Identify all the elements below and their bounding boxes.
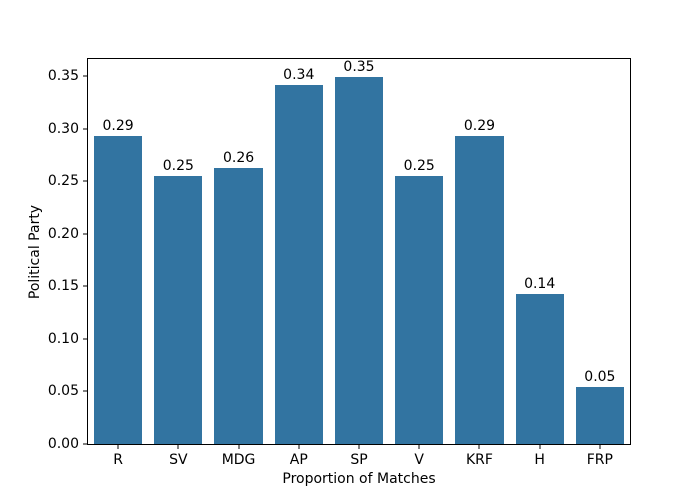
bar-v — [395, 176, 444, 444]
bar-frp — [575, 387, 624, 444]
x-tick-label: SP — [350, 452, 368, 468]
y-tick-mark — [83, 285, 87, 287]
x-tick-mark — [358, 445, 360, 449]
y-tick-mark — [83, 233, 87, 235]
bar-ap — [274, 84, 323, 444]
x-tick-label: FRP — [586, 452, 613, 468]
bar-value-label: 0.05 — [584, 369, 616, 386]
bar-value-label: 0.25 — [162, 158, 194, 175]
y-tick-mark — [83, 128, 87, 130]
bar-h — [515, 293, 564, 444]
bar-mdg — [214, 167, 263, 444]
y-tick-mark — [83, 390, 87, 392]
y-tick-label: 0.10 — [47, 330, 79, 347]
x-tick-label: V — [414, 452, 425, 468]
bar-value-label: 0.29 — [102, 118, 134, 135]
y-tick-mark — [83, 338, 87, 340]
bar-sv — [154, 176, 203, 444]
y-tick-mark — [83, 75, 87, 77]
x-tick-mark — [478, 445, 480, 449]
x-tick-mark — [298, 445, 300, 449]
bar-value-label: 0.26 — [222, 149, 255, 166]
y-tick-label: 0.25 — [47, 173, 79, 190]
x-tick-label: AP — [289, 452, 308, 468]
x-tick-mark — [117, 445, 119, 449]
bar-krf — [455, 136, 504, 444]
x-tick-mark — [418, 445, 420, 449]
y-tick-label: 0.15 — [47, 278, 79, 295]
x-tick-mark — [599, 445, 601, 449]
y-tick-label: 0.20 — [47, 225, 79, 242]
bar-value-label: 0.34 — [283, 66, 315, 83]
y-tick-label: 0.30 — [47, 120, 79, 137]
y-tick-label: 0.00 — [47, 436, 79, 452]
y-axis-label: Political Party — [27, 204, 43, 300]
bar-sp — [334, 77, 384, 444]
bar-value-label: 0.25 — [403, 158, 435, 175]
y-tick-mark — [83, 180, 87, 182]
x-tick-label: H — [534, 452, 545, 468]
bar-value-label: 0.35 — [343, 59, 375, 76]
x-tick-label: R — [113, 452, 123, 468]
x-tick-mark — [238, 445, 240, 449]
x-tick-label: SV — [169, 452, 188, 468]
x-tick-mark — [177, 445, 179, 449]
x-tick-label: KRF — [465, 452, 493, 468]
bar-value-label: 0.29 — [463, 118, 496, 135]
y-tick-mark — [83, 443, 87, 445]
x-axis-label: Proportion of Matches — [282, 471, 436, 487]
x-tick-label: MDG — [221, 452, 256, 468]
bar-value-label: 0.14 — [524, 275, 556, 292]
bar-r — [94, 136, 143, 444]
x-tick-mark — [539, 445, 541, 449]
y-tick-label: 0.05 — [47, 383, 79, 400]
plot-area: 0.29 R 0.25 SV 0.26 MDG 0.34 AP 0.35 SP 0.25 V 0.29 K… — [48, 58, 631, 468]
y-tick-label: 0.35 — [47, 68, 79, 85]
